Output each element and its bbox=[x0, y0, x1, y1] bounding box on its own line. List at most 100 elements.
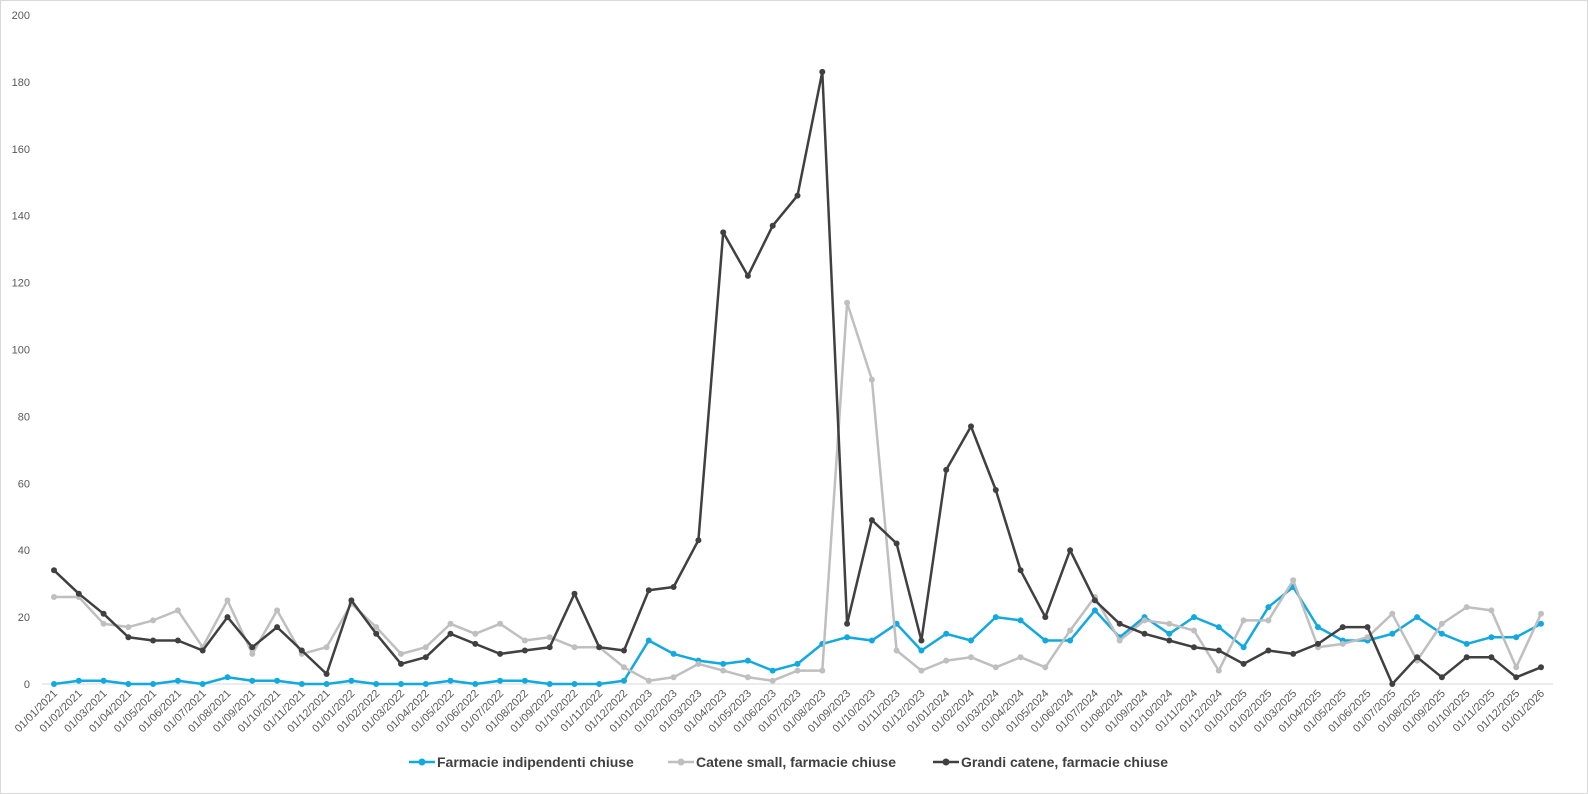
data-point bbox=[1463, 654, 1470, 661]
data-point bbox=[422, 654, 429, 661]
data-point bbox=[249, 650, 256, 657]
y-tick-label: 80 bbox=[18, 411, 30, 423]
data-point bbox=[943, 466, 950, 473]
data-point bbox=[1265, 604, 1272, 611]
data-point bbox=[447, 677, 454, 684]
data-point bbox=[274, 677, 281, 684]
data-point bbox=[497, 620, 504, 627]
y-tick-label: 20 bbox=[18, 612, 30, 624]
data-point bbox=[695, 660, 702, 667]
data-point bbox=[844, 634, 851, 641]
data-point bbox=[868, 376, 875, 383]
data-point bbox=[150, 617, 157, 624]
series-1 bbox=[51, 584, 1544, 687]
data-point bbox=[918, 647, 925, 654]
data-point bbox=[1414, 654, 1421, 661]
data-point bbox=[1513, 664, 1520, 671]
legend-label: Grandi catene, farmacie chiuse bbox=[961, 754, 1168, 770]
data-point bbox=[472, 630, 479, 637]
data-point bbox=[1141, 617, 1148, 624]
data-point bbox=[1265, 617, 1272, 624]
data-point bbox=[1364, 634, 1371, 641]
legend-item: Grandi catene, farmacie chiuse bbox=[933, 754, 1168, 770]
data-point bbox=[769, 667, 776, 674]
data-point bbox=[546, 644, 553, 651]
data-point bbox=[1191, 644, 1197, 651]
data-point bbox=[1067, 627, 1074, 634]
data-point bbox=[670, 674, 677, 681]
data-point bbox=[1488, 607, 1495, 614]
data-point bbox=[521, 637, 528, 644]
data-point bbox=[645, 677, 652, 684]
data-point bbox=[1538, 664, 1544, 671]
data-point bbox=[992, 487, 999, 493]
data-point bbox=[720, 229, 727, 236]
data-point bbox=[571, 590, 578, 597]
data-point bbox=[1315, 640, 1321, 647]
data-point bbox=[1017, 654, 1024, 661]
data-point bbox=[298, 681, 305, 687]
data-point bbox=[918, 637, 925, 644]
data-point bbox=[1141, 630, 1148, 637]
data-point bbox=[1389, 681, 1396, 687]
data-point bbox=[596, 644, 603, 651]
series-line bbox=[53, 70, 1542, 686]
data-point bbox=[521, 677, 528, 684]
data-point bbox=[373, 681, 380, 687]
data-point bbox=[1339, 624, 1346, 631]
data-point bbox=[1538, 620, 1544, 627]
data-point bbox=[844, 620, 851, 627]
y-tick-label: 120 bbox=[12, 278, 30, 290]
data-point bbox=[75, 677, 82, 684]
y-tick-label: 140 bbox=[12, 211, 30, 223]
y-tick-label: 100 bbox=[12, 345, 30, 357]
legend-swatch-marker bbox=[418, 758, 426, 766]
data-point bbox=[1215, 624, 1222, 631]
data-point bbox=[1513, 674, 1520, 681]
data-point bbox=[1240, 660, 1247, 667]
data-point bbox=[670, 650, 677, 657]
data-point bbox=[224, 614, 231, 621]
data-point bbox=[1463, 640, 1470, 647]
data-point bbox=[125, 681, 132, 687]
data-point bbox=[720, 660, 727, 667]
data-point bbox=[645, 637, 652, 644]
data-point bbox=[992, 614, 999, 621]
data-point bbox=[1290, 577, 1297, 584]
data-point bbox=[1166, 620, 1173, 627]
series-group bbox=[51, 68, 1544, 687]
data-point bbox=[150, 637, 157, 644]
data-point bbox=[1389, 610, 1396, 617]
data-point bbox=[100, 610, 107, 617]
data-point bbox=[596, 681, 603, 687]
data-point bbox=[1091, 597, 1098, 604]
data-point bbox=[1389, 630, 1396, 637]
legend-label: Farmacie indipendenti chiuse bbox=[437, 754, 634, 770]
y-tick-label: 40 bbox=[18, 545, 30, 557]
data-point bbox=[546, 681, 553, 687]
legend: Farmacie indipendenti chiuse Catene small… bbox=[409, 754, 1168, 770]
data-point bbox=[323, 644, 330, 651]
data-point bbox=[794, 660, 801, 667]
data-point bbox=[744, 272, 751, 279]
x-axis-ticks: 01/01/202101/02/202101/03/202101/04/2021… bbox=[13, 688, 1547, 735]
data-point bbox=[571, 644, 578, 651]
data-point bbox=[1042, 637, 1049, 644]
data-point bbox=[249, 644, 256, 651]
data-point bbox=[794, 192, 801, 199]
data-point bbox=[298, 647, 305, 654]
data-point bbox=[51, 594, 57, 600]
data-point bbox=[819, 667, 826, 674]
y-axis-ticks: 0 20 40 60 80 100 120 140 160 180 200 bbox=[12, 10, 30, 691]
data-point bbox=[199, 681, 206, 687]
data-point bbox=[521, 647, 528, 654]
data-point bbox=[1240, 617, 1247, 624]
data-point bbox=[968, 637, 974, 644]
data-point bbox=[1017, 617, 1024, 624]
data-point bbox=[1364, 624, 1371, 631]
data-point bbox=[323, 671, 330, 677]
legend-item: Catene small, farmacie chiuse bbox=[668, 754, 896, 770]
legend-item: Farmacie indipendenti chiuse bbox=[409, 754, 634, 770]
data-point bbox=[348, 677, 355, 684]
